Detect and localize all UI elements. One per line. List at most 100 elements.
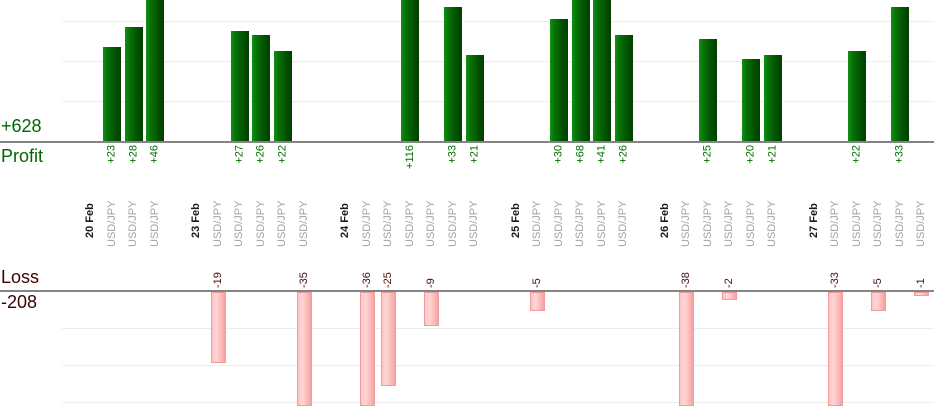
- loss-axis-line: [0, 290, 934, 292]
- trade-column: USD/JPY -2: [719, 0, 741, 420]
- loss-gridline: [62, 402, 934, 403]
- trade-column: USD/JPY -1: [911, 0, 933, 420]
- instrument-label: USD/JPY: [211, 200, 224, 247]
- instrument-label: USD/JPY: [105, 200, 118, 247]
- date-column: 23 Feb: [186, 0, 208, 420]
- instrument-label: USD/JPY: [552, 200, 565, 247]
- trade-value-label: +26: [255, 145, 267, 164]
- trade-value-label: +33: [447, 145, 459, 164]
- trade-value-label: +46: [149, 145, 161, 164]
- instrument-label: USD/JPY: [403, 200, 416, 247]
- trade-column: USD/JPY +21: [762, 0, 784, 420]
- loss-bar[interactable]: [210, 292, 226, 363]
- date-label: 24 Feb: [339, 203, 351, 238]
- instrument-label: USD/JPY: [382, 200, 394, 247]
- profit-bar[interactable]: [273, 51, 292, 141]
- profit-bar[interactable]: [401, 0, 420, 141]
- profit-bar[interactable]: [230, 31, 249, 141]
- trade-column: USD/JPY -5: [527, 0, 549, 420]
- profit-bar[interactable]: [124, 27, 143, 141]
- instrument-label: USD/JPY: [701, 200, 714, 247]
- trade-value-label: +26: [617, 145, 630, 164]
- profit-bar[interactable]: [103, 47, 122, 141]
- profit-axis-label: Profit: [1, 146, 44, 166]
- trade-column: USD/JPY -33: [825, 0, 847, 420]
- trade-column: USD/JPY -35: [294, 0, 316, 420]
- trade-value-label: -25: [382, 272, 394, 288]
- date-column: 25 Feb: [506, 0, 528, 420]
- trade-value-label: +21: [766, 145, 779, 164]
- trade-column: USD/JPY +20: [741, 0, 763, 420]
- loss-bar[interactable]: [828, 292, 843, 406]
- trade-value-label: +22: [276, 145, 289, 164]
- instrument-label: USD/JPY: [360, 200, 373, 247]
- trade-column: USD/JPY -25: [378, 0, 400, 420]
- trade-value-label: -2: [723, 278, 735, 288]
- instrument-label: USD/JPY: [297, 200, 310, 247]
- profit-bar[interactable]: [465, 55, 484, 141]
- loss-axis-label: Loss: [1, 267, 40, 287]
- day-group: 24 Feb USD/JPY -36 USD/JPY -25 USD/JPY +116 USD…: [335, 0, 486, 420]
- loss-bar[interactable]: [722, 292, 737, 300]
- loss-bar[interactable]: [914, 292, 929, 296]
- profit-bar[interactable]: [252, 35, 271, 141]
- trade-value-label: +23: [106, 145, 118, 164]
- profit-bar[interactable]: [891, 7, 910, 141]
- trade-column: USD/JPY +26: [251, 0, 273, 420]
- instrument-label: USD/JPY: [254, 200, 267, 247]
- trade-value-label: -19: [211, 272, 224, 288]
- loss-bar[interactable]: [679, 292, 694, 406]
- profit-bar[interactable]: [848, 51, 867, 141]
- loss-bar[interactable]: [381, 292, 396, 386]
- trade-value-label: -35: [297, 272, 310, 288]
- profit-total-label: +628: [1, 116, 42, 136]
- date-column: 26 Feb: [655, 0, 677, 420]
- trade-column: USD/JPY -38: [676, 0, 698, 420]
- instrument-label: USD/JPY: [850, 200, 863, 247]
- profit-bar[interactable]: [763, 55, 782, 141]
- trade-value-label: +27: [233, 145, 246, 164]
- trade-column: USD/JPY +22: [272, 0, 294, 420]
- loss-bar[interactable]: [359, 292, 375, 406]
- trade-value-label: +25: [702, 145, 714, 164]
- profit-bar[interactable]: [444, 7, 463, 141]
- profit-bar[interactable]: [699, 39, 718, 141]
- trade-column: USD/JPY +30: [549, 0, 571, 420]
- loss-bar[interactable]: [871, 292, 886, 311]
- trade-column: USD/JPY +21: [464, 0, 486, 420]
- instrument-label: USD/JPY: [723, 200, 735, 247]
- instrument-label: USD/JPY: [127, 200, 139, 247]
- instrument-label: USD/JPY: [595, 200, 608, 247]
- trade-column: USD/JPY -9: [421, 0, 443, 420]
- date-label: 23 Feb: [190, 203, 202, 238]
- profit-gridline: [62, 21, 934, 22]
- profit-bar[interactable]: [571, 0, 590, 141]
- loss-bar[interactable]: [296, 292, 312, 406]
- trade-value-label: +33: [894, 145, 906, 164]
- trade-value-label: +41: [596, 145, 608, 164]
- date-column: 24 Feb: [335, 0, 357, 420]
- instrument-label: USD/JPY: [148, 200, 161, 247]
- date-label: 25 Feb: [509, 203, 522, 238]
- instrument-label: USD/JPY: [531, 200, 543, 247]
- profit-bar[interactable]: [550, 19, 569, 141]
- profit-bar[interactable]: [742, 59, 761, 141]
- trade-value-label: -5: [872, 278, 884, 288]
- loss-gridline: [62, 328, 934, 329]
- loss-bar[interactable]: [530, 292, 545, 311]
- trade-value-label: -1: [915, 278, 927, 288]
- profit-bar[interactable]: [593, 0, 612, 141]
- profit-bar[interactable]: [146, 0, 165, 141]
- trade-value-label: -38: [680, 272, 692, 288]
- profit-bar[interactable]: [614, 35, 633, 141]
- trade-column: USD/JPY +41: [592, 0, 614, 420]
- loss-bar[interactable]: [424, 292, 439, 326]
- date-label: 26 Feb: [658, 203, 671, 238]
- trade-column: USD/JPY +46: [145, 0, 167, 420]
- profit-gridline: [62, 61, 934, 62]
- trade-value-label: -9: [425, 278, 437, 288]
- instrument-label: USD/JPY: [915, 200, 927, 247]
- trade-value-label: -5: [531, 278, 543, 288]
- instrument-label: USD/JPY: [617, 200, 629, 247]
